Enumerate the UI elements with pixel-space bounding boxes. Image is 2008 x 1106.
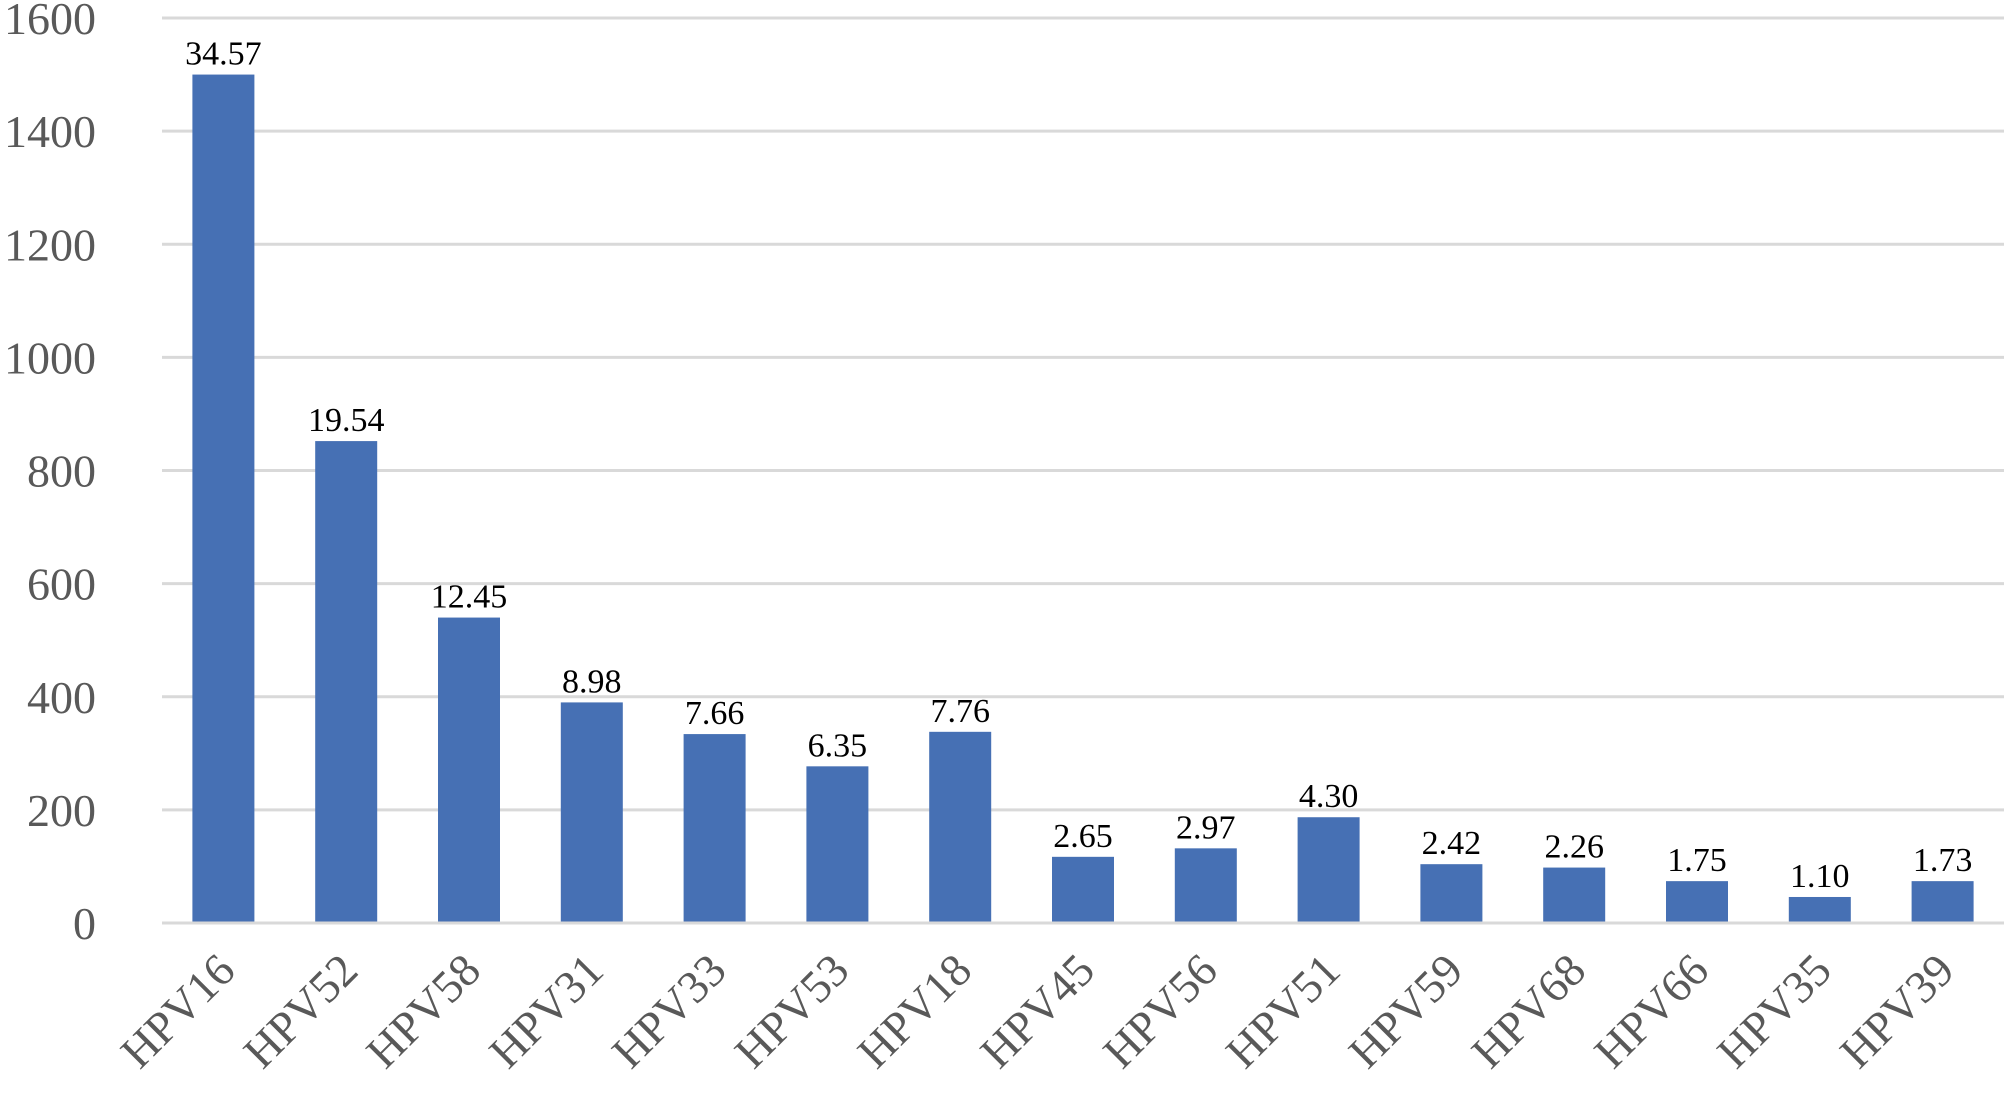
y-tick-label: 1200 (4, 219, 96, 270)
data-label: 7.76 (930, 693, 990, 730)
data-label: 8.98 (562, 663, 622, 700)
bar-hpv52 (315, 441, 378, 923)
data-label: 19.54 (308, 402, 385, 439)
x-tick-label: HPV16 (111, 944, 245, 1078)
data-label: 6.35 (808, 727, 868, 764)
bar-hpv59 (1420, 864, 1483, 923)
y-tick-label: 1400 (4, 106, 96, 157)
bar-hpv18 (929, 731, 992, 923)
bar-hpv58 (438, 617, 500, 923)
data-label: 2.97 (1176, 809, 1236, 846)
data-label: 34.57 (185, 36, 262, 73)
data-label: 7.66 (685, 695, 745, 732)
bar-hpv66 (1666, 881, 1728, 923)
y-tick-label: 0 (73, 898, 96, 949)
y-tick-label: 800 (27, 446, 96, 497)
y-axis-ticks: 0 200 400 600 800 1000 1200 1400 1600 (4, 0, 96, 949)
x-tick-label: HPV33 (602, 944, 736, 1078)
x-tick-label: HPV68 (1462, 944, 1596, 1078)
bar-hpv53 (806, 766, 869, 923)
x-tick-label: HPV35 (1707, 944, 1841, 1078)
data-label: 12.45 (431, 579, 508, 616)
x-tick-label: HPV58 (356, 944, 490, 1078)
x-tick-label: HPV45 (970, 944, 1104, 1078)
data-label: 4.30 (1299, 778, 1359, 815)
bar-hpv68 (1543, 867, 1606, 923)
data-label: 2.65 (1053, 818, 1113, 855)
bar-hpv39 (1911, 881, 1974, 923)
x-tick-label: HPV51 (1216, 944, 1350, 1078)
x-tick-label: HPV66 (1584, 944, 1718, 1078)
x-tick-label: HPV18 (848, 944, 982, 1078)
bar-hpv16 (192, 74, 255, 923)
y-tick-label: 1600 (4, 0, 96, 44)
bar-hpv45 (1052, 856, 1114, 923)
data-label: 1.73 (1913, 842, 1973, 879)
data-label: 2.26 (1544, 829, 1604, 866)
bar-hpv51 (1297, 817, 1360, 923)
y-tick-label: 1000 (4, 332, 96, 383)
x-axis-ticks: HPV16HPV52HPV58HPV31HPV33HPV53HPV18HPV45… (111, 944, 1964, 1078)
data-labels: 34.57 19.54 12.45 8.98 7.66 6.35 7.76 2.65 2.97 4… (185, 36, 1972, 895)
bars (192, 74, 1974, 923)
x-tick-label: HPV59 (1339, 944, 1473, 1078)
bar-hpv56 (1174, 848, 1237, 923)
x-tick-label: HPV31 (479, 944, 613, 1078)
x-tick-label: HPV53 (725, 944, 859, 1078)
y-tick-label: 200 (27, 785, 96, 836)
bar-hpv35 (1788, 896, 1851, 923)
data-label: 1.75 (1667, 842, 1727, 879)
y-tick-label: 400 (27, 672, 96, 723)
data-label: 1.10 (1790, 858, 1850, 895)
y-tick-label: 600 (27, 559, 96, 610)
x-tick-label: HPV52 (234, 944, 368, 1078)
data-label: 2.42 (1422, 825, 1482, 862)
bar-hpv33 (683, 734, 746, 923)
x-tick-label: HPV39 (1830, 944, 1964, 1078)
x-tick-label: HPV56 (1093, 944, 1227, 1078)
bar-hpv31 (560, 702, 623, 923)
